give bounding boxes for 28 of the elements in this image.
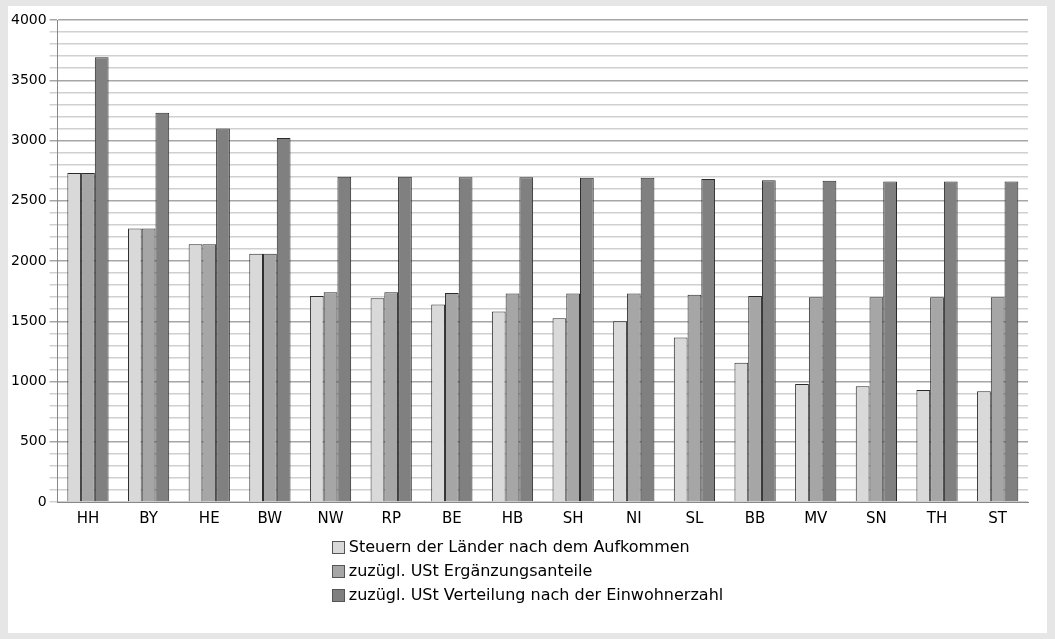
y-tick-label: 0 bbox=[37, 492, 47, 509]
y-tick-label: 3500 bbox=[10, 70, 47, 87]
y-tick-label: 1500 bbox=[10, 311, 47, 328]
legend-label: zuzügl. USt Verteilung nach der Einwohnerzahl bbox=[348, 584, 724, 606]
y-tick-label: 1000 bbox=[10, 372, 47, 389]
y-tick-label: 2500 bbox=[10, 191, 47, 208]
x-tick-label: MV bbox=[804, 508, 829, 527]
x-tick-label: NW bbox=[317, 508, 344, 527]
x-tick-label: SL bbox=[685, 508, 705, 527]
x-tick-label: HE bbox=[198, 508, 220, 527]
legend-label: zuzügl. USt Ergänzungsanteile bbox=[348, 560, 593, 582]
x-tick-label: HB bbox=[501, 508, 524, 527]
x-tick-label: BY bbox=[139, 508, 159, 527]
x-tick-label: NI bbox=[625, 508, 642, 527]
y-tick-label: 3000 bbox=[10, 131, 47, 148]
y-tick-label: 2000 bbox=[10, 251, 47, 268]
x-tick-label: BE bbox=[441, 508, 462, 527]
x-tick-label: SH bbox=[562, 508, 584, 527]
x-tick-label: ST bbox=[988, 508, 1008, 527]
legend-label: Steuern der Länder nach dem Aufkommen bbox=[348, 536, 690, 558]
y-tick-label: 500 bbox=[19, 432, 47, 449]
x-tick-label: BB bbox=[744, 508, 766, 527]
y-tick-label: 4000 bbox=[10, 10, 47, 27]
x-tick-label: RP bbox=[381, 508, 401, 527]
x-tick-label: BW bbox=[257, 508, 283, 527]
x-tick-label: HH bbox=[76, 508, 100, 527]
x-tick-label: TH bbox=[925, 508, 948, 527]
x-tick-label: SN bbox=[866, 508, 887, 527]
